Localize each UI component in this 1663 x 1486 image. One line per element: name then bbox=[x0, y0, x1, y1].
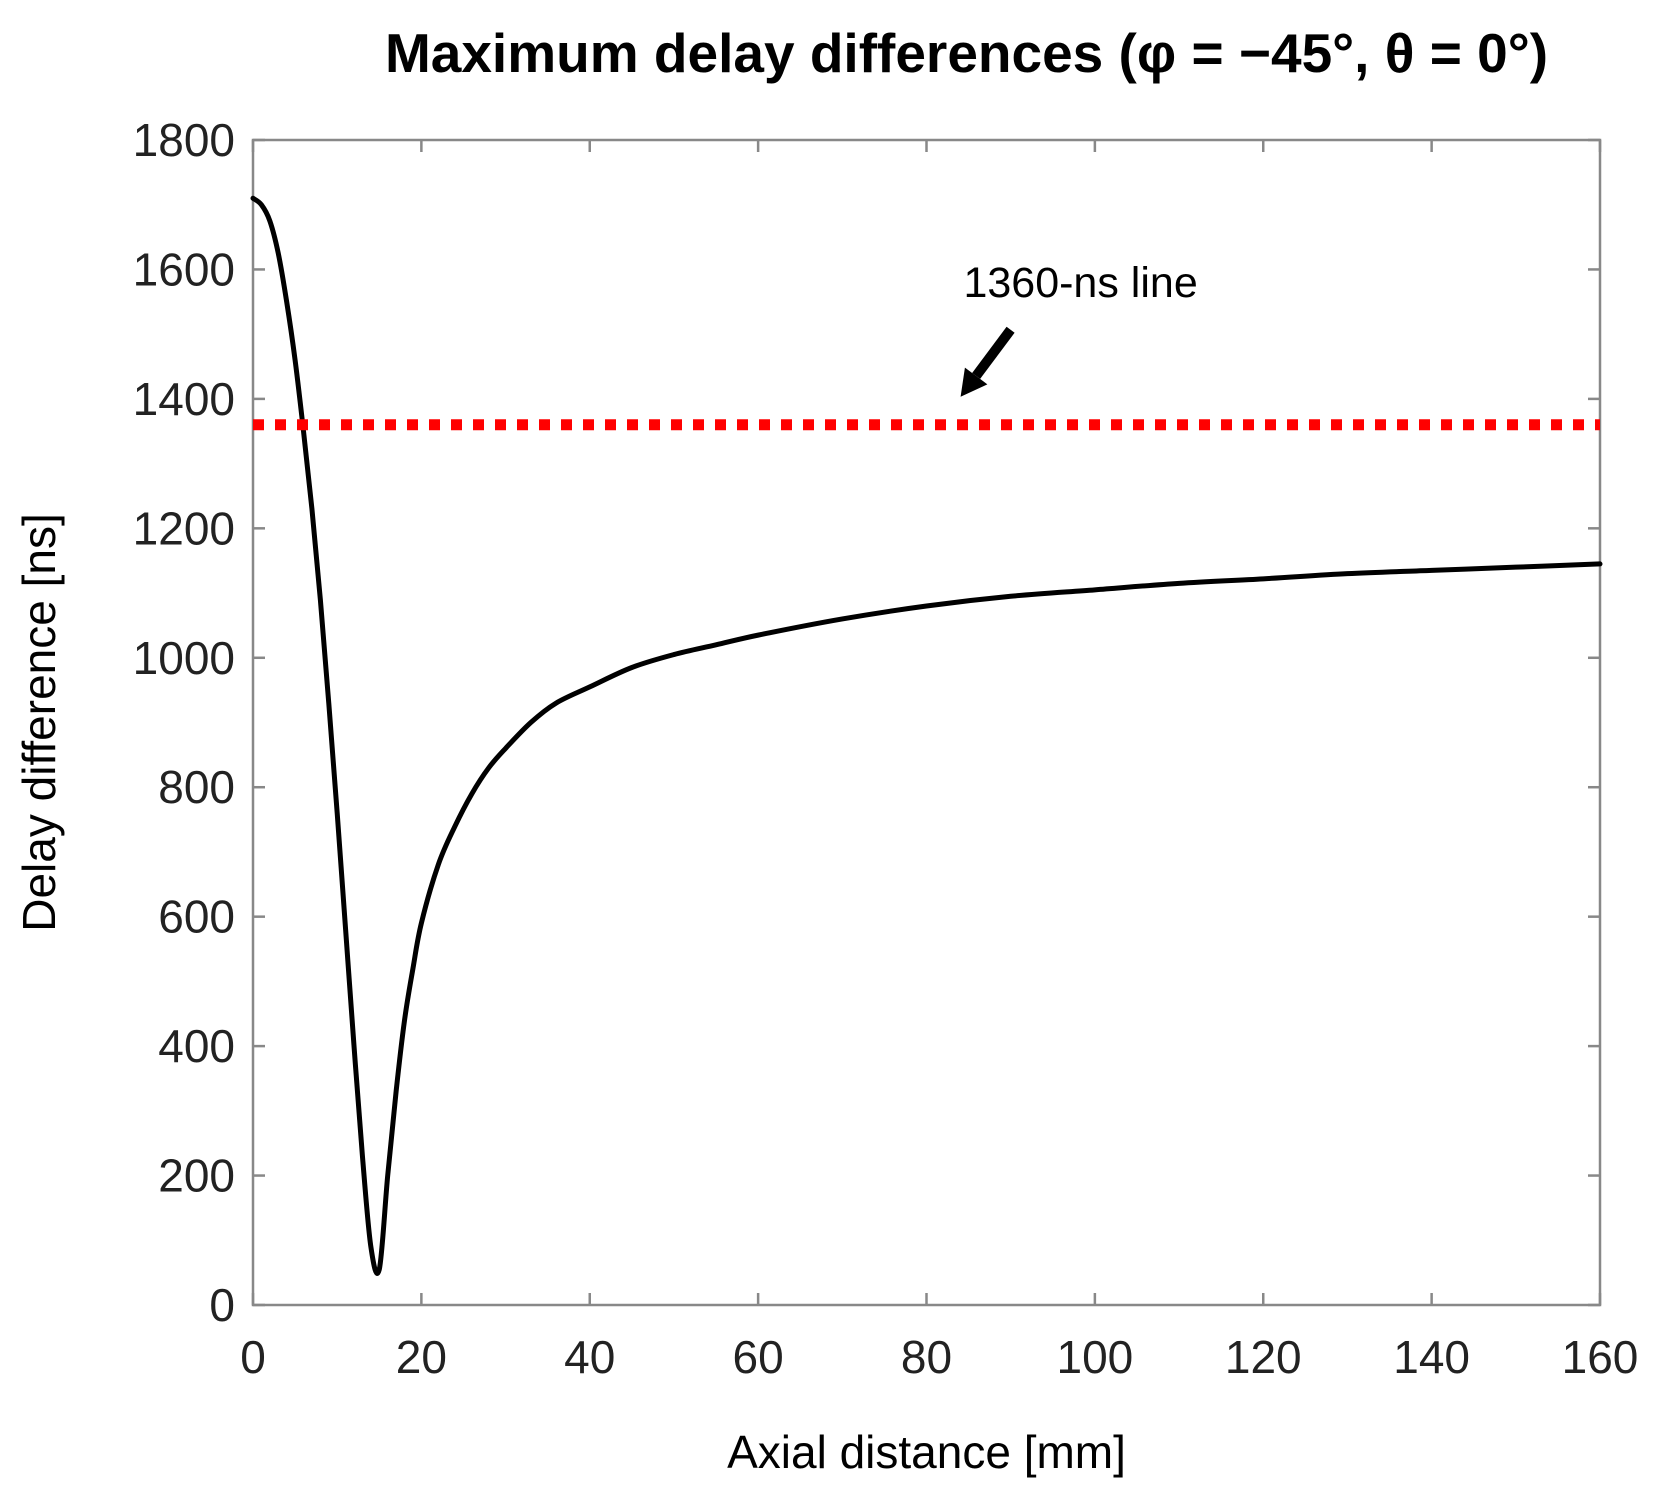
y-axis-ticks: 0 200 400 600 800 1000 1200 1400 1600 1800 bbox=[133, 114, 1600, 1331]
x-tick-label: 160 bbox=[1562, 1331, 1639, 1383]
chart-title: Maximum delay differences (φ = −45°, θ =… bbox=[385, 22, 1548, 84]
annotation-label: 1360-ns line bbox=[963, 259, 1197, 307]
x-tick-label: 140 bbox=[1393, 1331, 1470, 1383]
y-tick-label: 800 bbox=[158, 761, 235, 813]
y-tick-label: 1400 bbox=[133, 373, 235, 425]
y-tick-label: 400 bbox=[158, 1020, 235, 1072]
x-tick-label: 60 bbox=[733, 1331, 784, 1383]
x-tick-label: 100 bbox=[1057, 1331, 1134, 1383]
x-tick-label: 0 bbox=[240, 1331, 266, 1383]
y-tick-label: 200 bbox=[158, 1150, 235, 1202]
y-tick-label: 600 bbox=[158, 891, 235, 943]
y-axis-label: Delay difference [ns] bbox=[13, 513, 65, 932]
annotation-arrow-head bbox=[960, 367, 988, 397]
y-tick-label: 1600 bbox=[133, 243, 235, 295]
annotation-layer: 1360-ns line bbox=[960, 259, 1198, 397]
x-axis-ticks: 0 20 40 60 80 100 120 140 160 bbox=[240, 140, 1638, 1383]
plot-area: 0 20 40 60 80 100 120 140 160 0 200 400 600 800 1000 1… bbox=[133, 114, 1639, 1383]
x-tick-label: 40 bbox=[564, 1331, 615, 1383]
x-tick-label: 120 bbox=[1225, 1331, 1302, 1383]
x-axis-label: Axial distance [mm] bbox=[727, 1426, 1126, 1478]
series-line-main bbox=[250, 195, 1603, 1277]
x-tick-label: 80 bbox=[901, 1331, 952, 1383]
y-tick-label: 0 bbox=[209, 1279, 235, 1331]
y-tick-label: 1200 bbox=[133, 502, 235, 554]
y-tick-label: 1000 bbox=[133, 632, 235, 684]
x-tick-label: 20 bbox=[396, 1331, 447, 1383]
annotation-arrow bbox=[972, 326, 1015, 379]
y-tick-label: 1800 bbox=[133, 114, 235, 166]
series-layer bbox=[250, 195, 1603, 1277]
